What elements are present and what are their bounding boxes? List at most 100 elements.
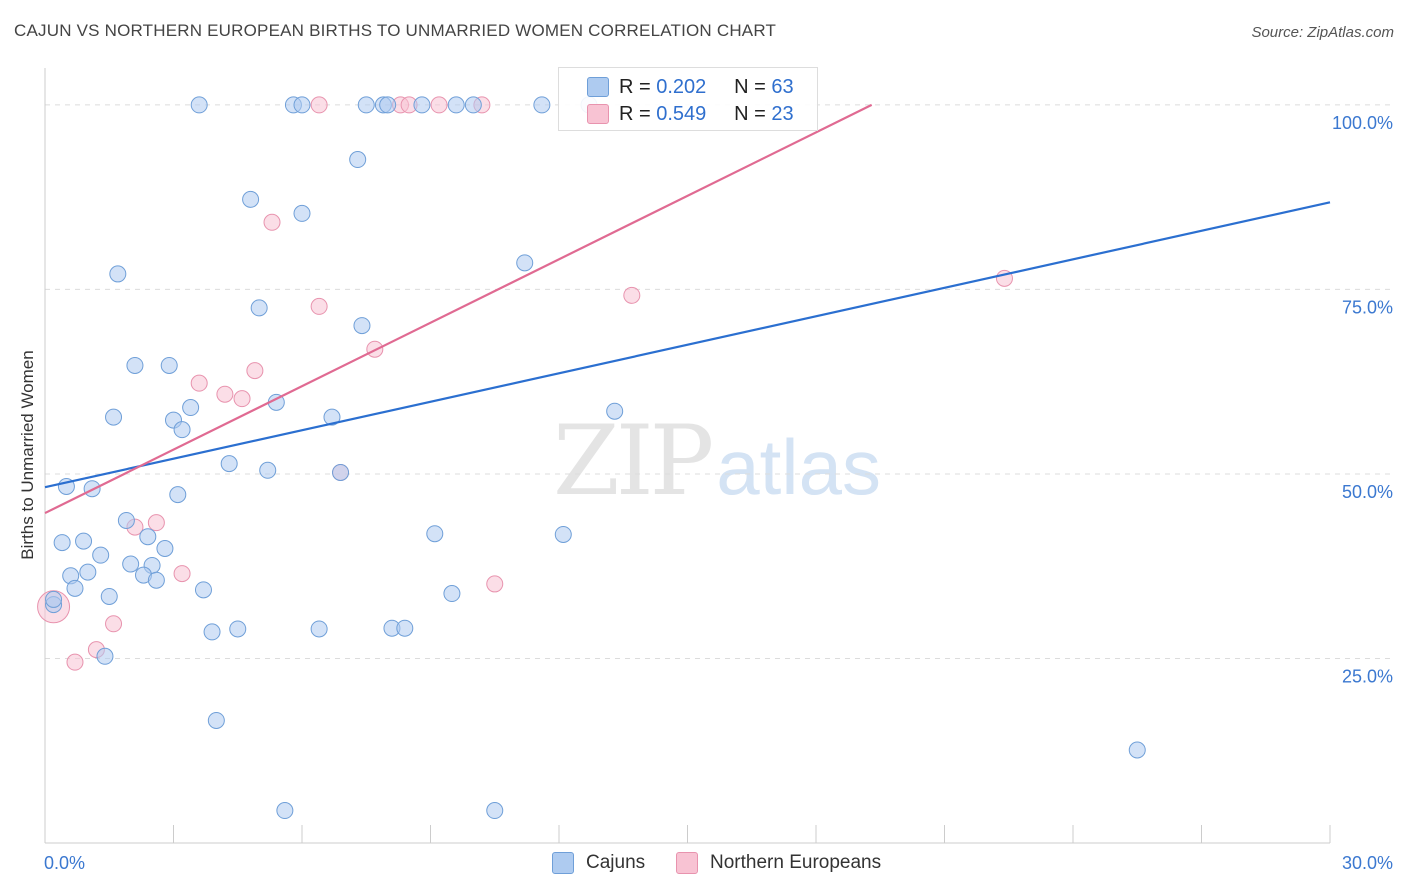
northern-point <box>623 286 641 304</box>
cajun-point <box>516 254 534 272</box>
cajun-point <box>349 151 367 169</box>
cajun-point <box>182 399 200 417</box>
cajun-point <box>396 619 414 637</box>
cajun-point <box>554 525 572 543</box>
cajun-point <box>242 190 260 208</box>
cajun-point <box>259 461 277 479</box>
cajun-point <box>194 581 212 599</box>
cajun-point <box>250 299 268 317</box>
northern-r-label: R = <box>619 102 651 125</box>
cajun-point <box>533 96 551 114</box>
northern-point <box>233 390 251 408</box>
tick-labels: 100.0% 75.0% 50.0% 25.0% 0.0% 30.0% <box>44 113 1393 873</box>
cajun-point <box>66 579 84 597</box>
cajun-point <box>464 96 482 114</box>
northern-n-label: N = <box>734 102 766 125</box>
northern-swatch <box>587 104 609 124</box>
northern-n-value: 23 <box>771 102 794 125</box>
watermark-zip: ZIP <box>553 405 714 517</box>
northern-point <box>430 96 448 114</box>
cajun-point <box>310 620 328 638</box>
cajun-point <box>105 408 123 426</box>
cajun-point <box>156 540 174 557</box>
cajun-point <box>79 563 97 581</box>
northern-point <box>173 565 191 583</box>
trend-lines <box>44 103 1331 515</box>
cajun-point <box>190 96 208 114</box>
gridlines <box>45 104 1390 659</box>
northern-legend-swatch <box>676 852 698 874</box>
y-tick-label: 50.0% <box>1342 482 1393 502</box>
correlation-legend: R = 0.202 N = 63 R = 0.549 N = 23 <box>558 67 818 131</box>
cajun-point <box>1128 741 1146 759</box>
legend-northern-text: R = 0.549 N = 23 <box>619 103 794 126</box>
source-label: Source: ZipAtlas.com <box>1251 24 1394 41</box>
cajun-n-value: 63 <box>771 75 794 98</box>
cajun-point <box>96 647 114 665</box>
cajun-point <box>173 421 191 439</box>
northern-point <box>147 514 165 532</box>
northern-point <box>310 297 328 315</box>
y-tick-label: 100.0% <box>1332 113 1393 133</box>
cajun-r-value: 0.202 <box>656 75 707 98</box>
cajun-point <box>45 590 63 608</box>
northern-legend-label: Northern Europeans <box>710 852 882 873</box>
cajun-point <box>53 534 71 552</box>
cajun-point <box>293 96 311 114</box>
y-tick-label: 25.0% <box>1342 666 1393 686</box>
northern-trend-line <box>44 103 873 515</box>
northern-points <box>37 96 1013 671</box>
legend-cajun-text: R = 0.202 N = 63 <box>619 76 794 99</box>
cajun-point <box>606 402 624 420</box>
legend-item-cajuns: Cajuns <box>552 852 645 874</box>
cajun-point <box>486 802 504 820</box>
northern-point <box>190 374 208 392</box>
cajun-point <box>426 525 444 543</box>
northern-point <box>66 653 84 671</box>
cajun-point <box>109 265 127 283</box>
axes <box>44 68 1331 844</box>
cajun-point <box>293 204 311 222</box>
cajun-point <box>75 532 93 550</box>
cajun-point <box>203 623 221 641</box>
cajun-point <box>323 408 341 426</box>
northern-point <box>246 362 264 380</box>
cajun-point <box>332 463 350 481</box>
cajun-point <box>147 571 165 589</box>
y-axis-label: Births to Unmarried Women <box>18 350 37 560</box>
cajun-point <box>169 486 187 504</box>
cajun-point <box>139 528 157 546</box>
cajun-point <box>447 96 465 114</box>
cajun-point <box>122 555 140 573</box>
cajun-point <box>92 546 110 564</box>
cajun-point <box>229 620 247 638</box>
cajun-point <box>357 96 375 114</box>
x-tick-label: 0.0% <box>44 853 85 873</box>
cajun-trend-line <box>44 201 1331 489</box>
cajun-point <box>443 585 461 603</box>
northern-point <box>486 575 504 593</box>
watermark: ZIPatlas <box>553 405 881 517</box>
cajun-r-label: R = <box>619 75 651 98</box>
northern-point <box>310 96 328 114</box>
cajun-point <box>276 802 294 820</box>
cajun-point <box>207 711 225 729</box>
x-tick-label: 30.0% <box>1342 853 1393 873</box>
legend-item-northern: Northern Europeans <box>676 852 881 874</box>
northern-r-value: 0.549 <box>656 102 707 125</box>
cajun-point <box>100 587 118 605</box>
cajun-point <box>220 455 238 473</box>
cajun-points <box>45 96 1146 820</box>
northern-point <box>263 213 281 231</box>
y-tick-label: 75.0% <box>1342 297 1393 317</box>
cajun-legend-label: Cajuns <box>586 852 646 873</box>
cajun-point <box>379 96 397 114</box>
cajun-point <box>353 317 371 335</box>
cajun-n-label: N = <box>734 75 766 98</box>
northern-point <box>216 385 234 403</box>
cajun-point <box>413 96 431 114</box>
cajun-legend-swatch <box>552 852 574 874</box>
cajun-point <box>117 511 135 529</box>
northern-point <box>105 615 123 633</box>
